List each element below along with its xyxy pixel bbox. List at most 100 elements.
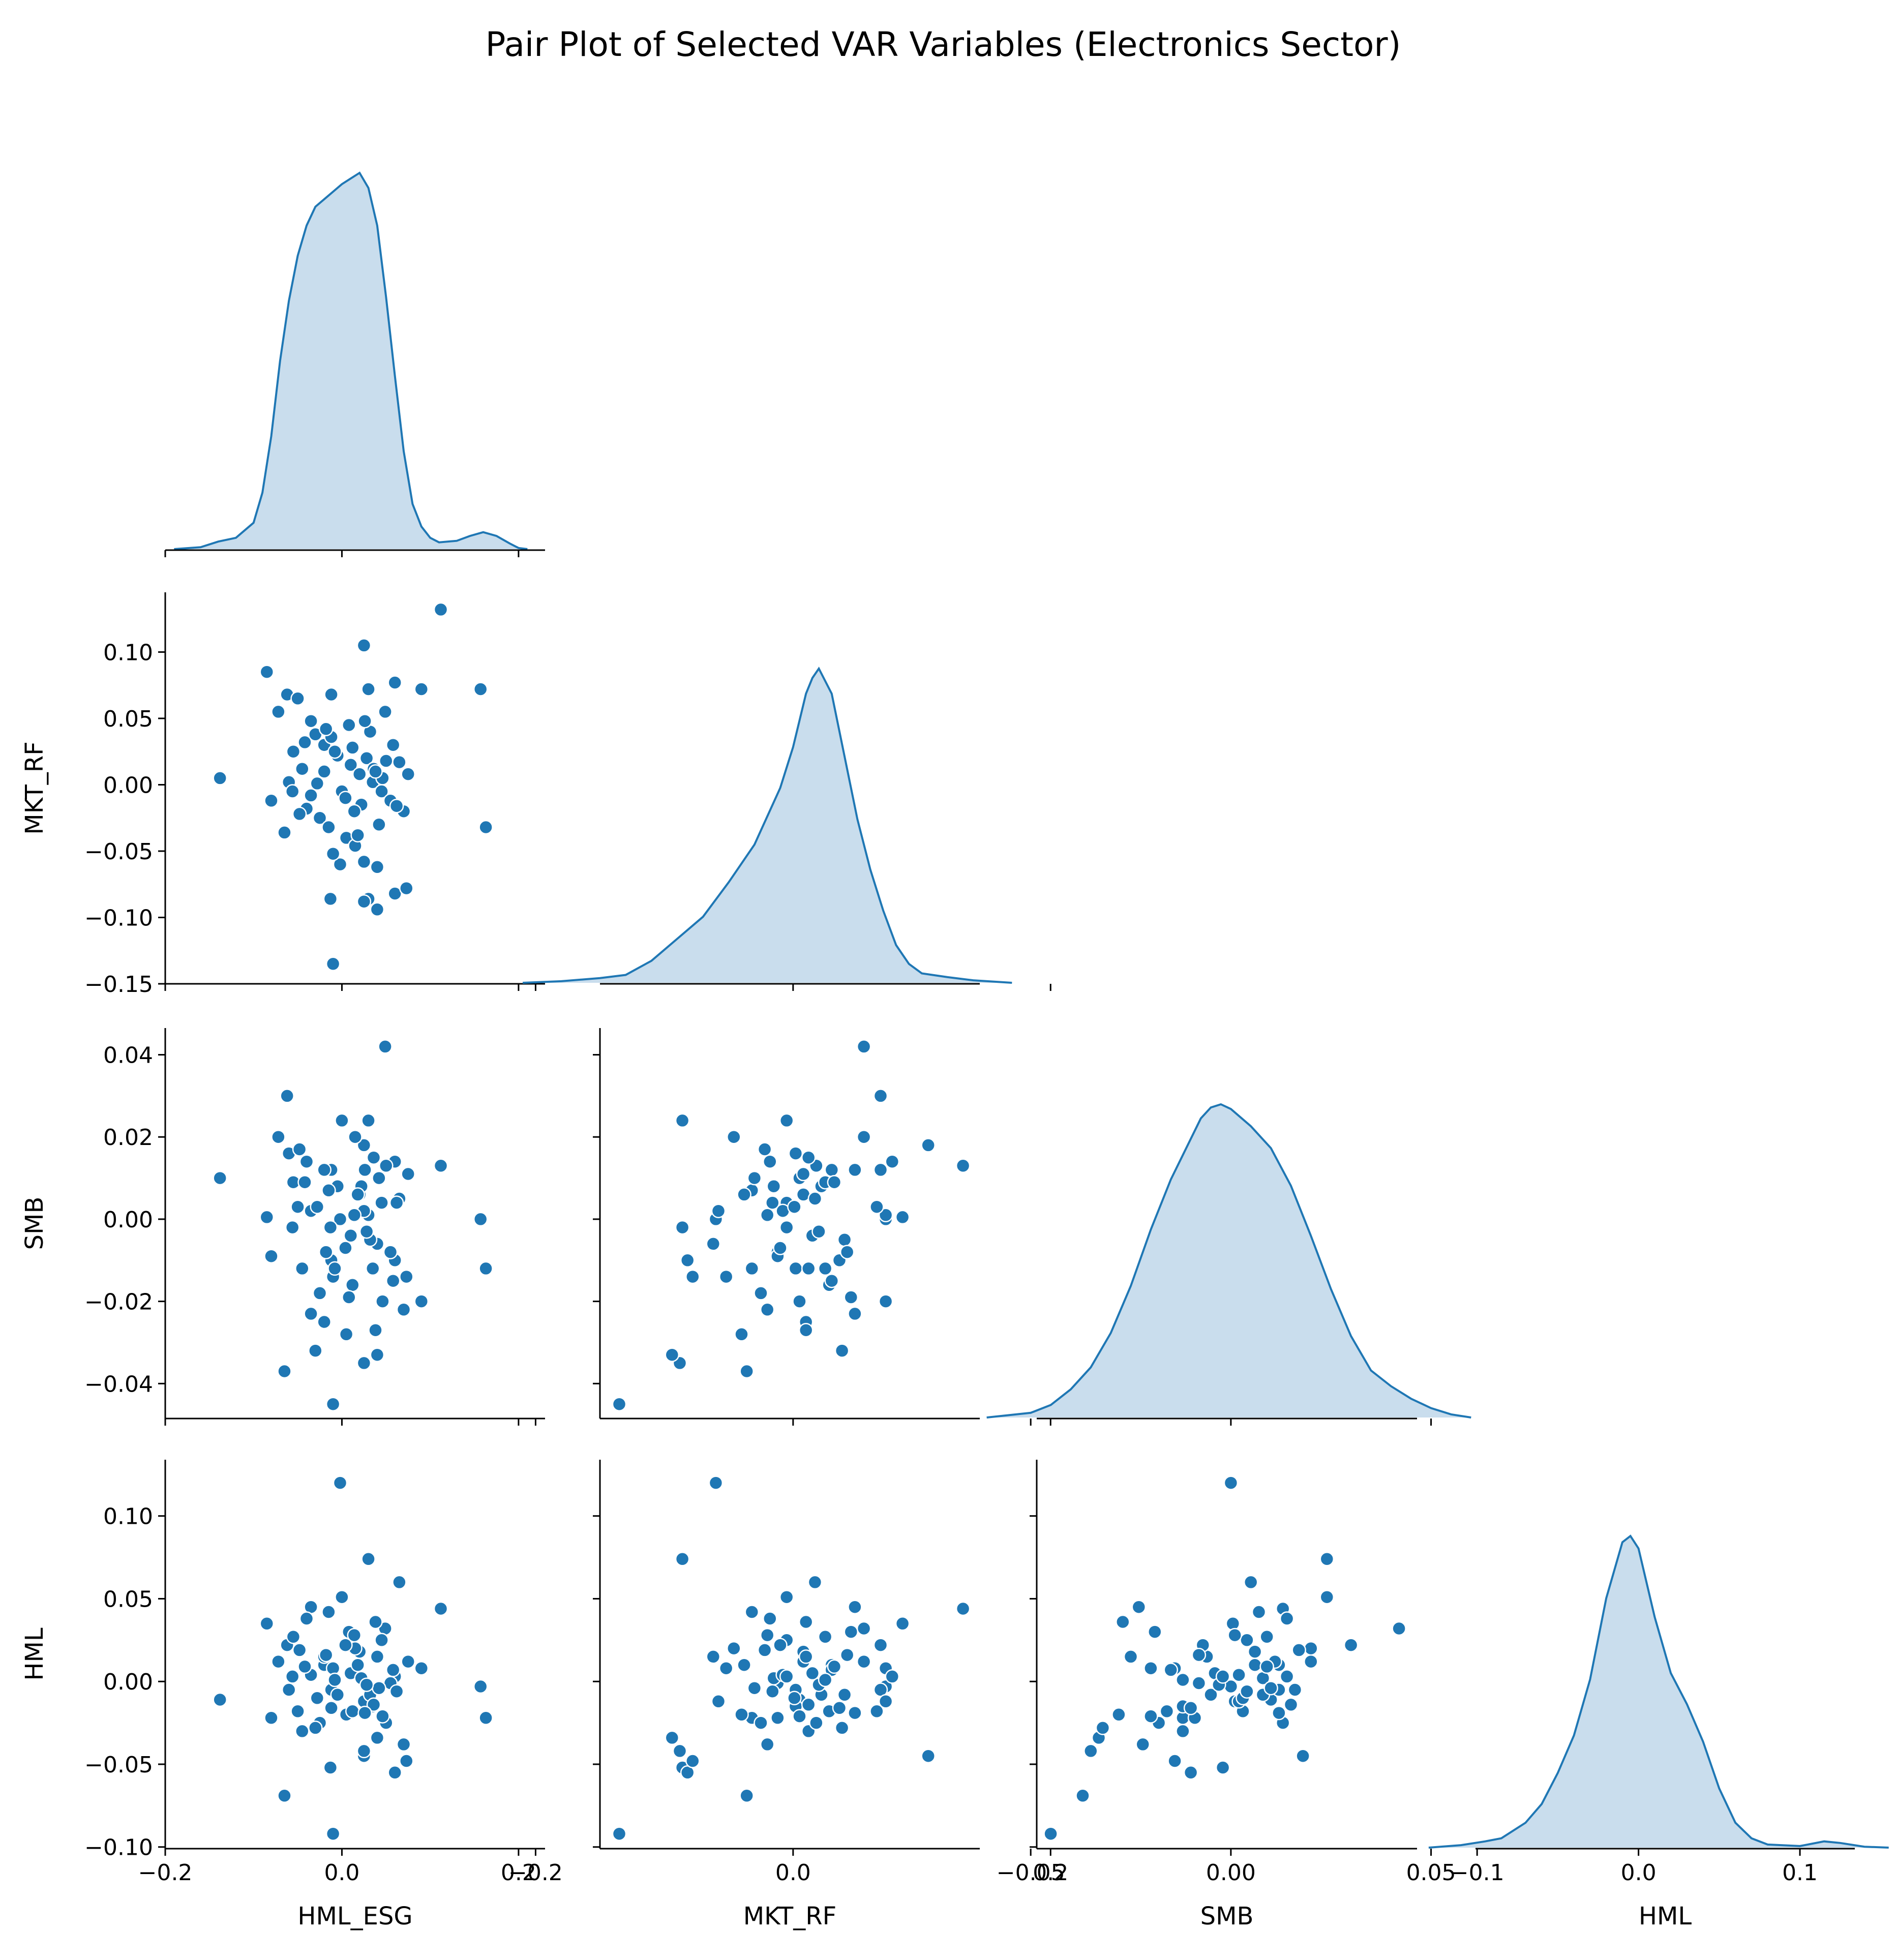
x-tick-label: 0.2 [501,1860,536,1886]
scatter-point [856,1039,871,1054]
scatter-point [1183,1701,1198,1715]
scatter-point [356,894,372,909]
scatter-point [478,1710,493,1726]
scatter-point [473,1212,488,1227]
scatter-point [1143,1661,1158,1676]
scatter-point [1163,1663,1179,1677]
scatter-point [773,1241,788,1255]
scatter-point [361,682,376,697]
y-tick-label: −0.05 [84,839,153,865]
scatter-point [259,665,275,679]
y-tick-label: −0.10 [84,1835,153,1861]
scatter-point [342,717,356,733]
scatter-point [478,1261,493,1276]
scatter-point [665,1730,680,1745]
scatter-point [350,1187,365,1202]
scatter-point [837,1687,852,1702]
scatter-point [368,764,383,779]
scatter-point [277,1788,292,1803]
scatter-point [308,1721,323,1735]
scatter-point [801,1261,816,1276]
x-tick-label: −0.1 [1450,1860,1504,1886]
scatter-point [878,1208,893,1223]
scatter-point [685,1754,700,1768]
scatter-point [1304,1654,1318,1669]
x-axis-label-mkt-rf: MKT_RF [743,1902,836,1931]
scatter-point [295,1724,310,1739]
y-axis-label-mkt-rf: MKT_RF [20,741,49,834]
scatter-point [737,1657,751,1672]
scatter-point [292,1643,307,1657]
scatter-point [299,1611,314,1626]
scatter-point [345,1704,360,1719]
scatter-point [379,753,394,768]
scatter-point [779,1220,794,1235]
scatter-point [433,1601,448,1616]
scatter-point [798,1614,814,1630]
scatter-point [399,1269,414,1284]
scatter-point [318,1647,334,1663]
scatter-point [1279,1669,1294,1684]
scatter-point [338,791,353,805]
x-tick-label: −0.05 [997,1860,1065,1886]
scatter-point [299,1154,314,1169]
scatter-point [747,1170,762,1186]
x-axis-label-hml-esg: HML_ESG [297,1902,412,1931]
scatter-point [277,1364,292,1379]
y-tick-label: 0.00 [103,1669,153,1695]
scatter-point [321,1605,336,1619]
scatter-point [365,1261,380,1276]
scatter-point [805,1666,820,1681]
scatter-point [350,1657,365,1672]
scatter-point [347,1627,362,1643]
scatter-point [383,1245,398,1259]
scatter-point [773,1638,788,1652]
panel-hml-vs-smb: −0.05 0.00 0.05 SMB [997,1460,1456,1931]
scatter-point [357,713,372,729]
scatter-point [401,1166,415,1182]
scatter-point [1176,1672,1190,1687]
scatter-point [1215,1669,1230,1684]
scatter-point [375,1709,390,1724]
scatter-point [213,1692,227,1707]
scatter-point [1247,1644,1262,1659]
scatter-point [1148,1624,1162,1639]
x-tick-label: 0.1 [1782,1860,1818,1886]
scatter-point [389,1684,404,1699]
scatter-point [356,1743,372,1759]
scatter-point [1131,1600,1147,1614]
scatter-point [895,1616,910,1631]
scatter-point [837,1232,852,1247]
y-tick-label: 0.02 [103,1125,153,1151]
x-axis-label-smb: SMB [1200,1902,1254,1931]
scatter-point [370,1347,385,1362]
scatter-point [304,713,318,729]
kde-fill-hml-esg [174,173,528,549]
scatter-point [356,854,372,869]
scatter-point [807,1191,823,1206]
y-tick-label: 0.00 [103,772,153,798]
scatter-point [370,1730,385,1745]
scatter-point [375,1294,390,1309]
scatter-point [727,1129,741,1144]
scatter-point [1043,1826,1058,1841]
scatter-point [1247,1657,1262,1672]
scatter-point [779,1113,794,1128]
scatter-point [873,1089,888,1103]
y-tick-label: −0.02 [84,1289,153,1315]
scatter-point [1259,1630,1274,1644]
chart-title: Pair Plot of Selected VAR Variables (Ele… [486,25,1401,64]
scatter-point [414,1294,429,1309]
scatter-point [396,1302,411,1317]
scatter-point [335,1113,349,1128]
scatter-point [312,1286,327,1301]
scatter-point [675,1220,690,1235]
scatter-point [770,1710,785,1726]
scatter-point [356,1355,372,1371]
scatter-point [734,1327,749,1342]
panel-hml-vs-hml-esg: −0.10 −0.05 0.00 0.05 0.10 −0.2 0.0 0.2 HML_ESG H… [20,1460,545,1931]
y-tick-label: −0.05 [84,1752,153,1778]
scatter-point [1243,1575,1258,1590]
scatter-point [1283,1697,1299,1712]
